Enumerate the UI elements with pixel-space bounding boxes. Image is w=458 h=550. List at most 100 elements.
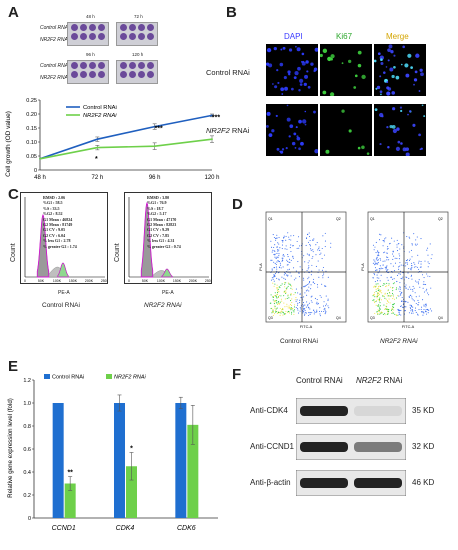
event-dot <box>405 265 407 267</box>
event-dot <box>282 259 284 261</box>
event-dot <box>287 232 289 234</box>
event-dot <box>387 300 389 302</box>
event-dot <box>290 250 292 253</box>
event-dot <box>383 240 385 242</box>
column-header-merge: Merge <box>386 32 409 41</box>
event-dot <box>416 281 418 283</box>
event-dot <box>388 295 391 297</box>
event-dot <box>400 305 402 307</box>
event-dot <box>294 292 296 294</box>
event-dot <box>276 246 278 248</box>
event-dot <box>383 252 385 254</box>
event-dot <box>391 307 394 309</box>
cell-nucleus <box>391 124 396 129</box>
event-dot <box>281 283 283 285</box>
x-tick-label: 100K <box>53 279 62 283</box>
event-dot <box>325 303 327 305</box>
event-dot <box>312 256 314 258</box>
event-dot <box>372 295 374 297</box>
event-dot <box>317 249 319 251</box>
event-dot <box>286 248 288 250</box>
cell-nucleus <box>293 132 297 136</box>
event-dot <box>274 274 276 276</box>
event-dot <box>307 278 309 280</box>
event-dot <box>378 305 380 307</box>
event-dot <box>287 295 289 297</box>
blot-image <box>296 398 406 424</box>
column-header-dapi: DAPI <box>284 32 303 41</box>
event-dot <box>392 296 395 298</box>
event-dot <box>392 298 394 300</box>
event-dot <box>429 275 431 278</box>
event-dot <box>388 259 390 261</box>
event-dot <box>302 306 304 308</box>
event-dot <box>418 283 420 285</box>
event-dot <box>306 289 308 291</box>
cell-nucleus <box>291 87 294 91</box>
event-dot <box>330 246 332 248</box>
event-dot <box>286 288 288 290</box>
event-dot <box>274 305 276 307</box>
event-dot <box>402 264 404 266</box>
x-tick-label: CDK6 <box>177 525 196 532</box>
event-dot <box>278 249 280 251</box>
event-dot <box>415 266 417 268</box>
cell-nucleus <box>280 87 285 92</box>
event-dot <box>299 293 301 296</box>
event-dot <box>273 276 275 278</box>
event-dot <box>374 280 376 283</box>
event-dot <box>383 241 385 243</box>
event-dot <box>298 276 300 278</box>
event-dot <box>282 240 284 242</box>
event-dot <box>372 262 374 264</box>
event-dot <box>385 298 387 300</box>
event-dot <box>289 258 291 260</box>
event-dot <box>308 286 310 288</box>
event-dot <box>285 239 287 241</box>
event-dot <box>377 272 379 274</box>
event-dot <box>303 277 305 279</box>
cell-nucleus <box>265 62 270 66</box>
event-dot <box>308 312 310 314</box>
event-dot <box>303 296 305 298</box>
event-dot <box>275 311 277 313</box>
cell-nucleus <box>296 47 301 52</box>
event-dot <box>402 301 404 303</box>
event-dot <box>378 239 381 241</box>
cell-nucleus <box>319 53 323 58</box>
event-dot <box>398 273 400 275</box>
protein-band <box>300 478 348 488</box>
histogram-control: 0 50K 100K 150K 200K 250K RMSD : 2.06%G1 : 58… <box>20 192 110 284</box>
cell-nucleus <box>341 62 344 65</box>
plate-row-label: NR2F2 RNAi <box>40 37 69 43</box>
event-dot <box>285 290 287 292</box>
event-dot <box>288 236 290 238</box>
event-dot <box>273 253 275 256</box>
event-dot <box>414 307 417 309</box>
event-dot <box>284 248 286 250</box>
legend-label: Control RNAi <box>52 375 84 381</box>
event-dot <box>289 283 291 285</box>
event-dot <box>322 305 325 307</box>
event-dot <box>275 309 277 311</box>
event-dot <box>380 312 382 314</box>
event-dot <box>307 303 309 306</box>
plate-time-label: 48 h <box>86 14 95 19</box>
event-dot <box>387 268 389 271</box>
event-dot <box>399 290 401 292</box>
cell-nucleus <box>277 81 280 85</box>
legend: Control RNAi NR2F2 RNAi <box>66 105 117 119</box>
event-dot <box>377 313 379 315</box>
x-tick-label: 72 h <box>91 175 103 181</box>
event-dot <box>274 237 277 239</box>
event-dot <box>325 285 327 287</box>
event-dot <box>278 311 280 313</box>
cell-nucleus <box>302 119 307 124</box>
event-dot <box>384 312 386 314</box>
event-dot <box>290 307 292 310</box>
event-dot <box>273 280 275 282</box>
event-dot <box>287 282 289 284</box>
event-dot <box>278 261 281 263</box>
cell-nucleus <box>375 87 378 90</box>
cell-nucleus <box>281 148 285 151</box>
